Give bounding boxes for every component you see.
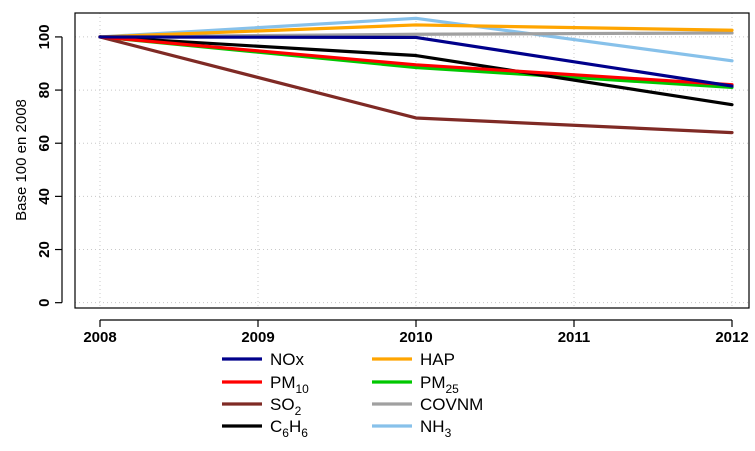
y-tick-label: 0 [36, 299, 53, 307]
x-tick-label: 2012 [715, 329, 748, 346]
series-line [98, 23, 734, 39]
legend-label: PM25 [420, 373, 459, 396]
series-line [98, 35, 734, 107]
legend-label: COVNM [420, 395, 483, 414]
legend-label: C6H6 [270, 417, 308, 440]
legend-label: NH3 [420, 417, 452, 440]
x-tick-label: 2009 [241, 329, 274, 346]
series-line [98, 35, 734, 88]
legend-label: PM10 [270, 373, 309, 396]
y-tick-label: 20 [36, 241, 53, 258]
series-line [98, 16, 734, 63]
series-line [98, 35, 734, 135]
legend-label: SO2 [270, 395, 302, 418]
y-tick-label: 40 [36, 188, 53, 205]
series-layer [98, 16, 734, 135]
y-tick-label: 100 [36, 24, 53, 49]
y-tick-label: 80 [36, 82, 53, 99]
y-axis-label: Base 100 en 2008 [13, 99, 30, 221]
axes: 2008 2009 2010 2011 2012 0 20 40 60 80 100 [36, 24, 749, 346]
y-tick-label: 60 [36, 135, 53, 152]
legend-label: NOx [270, 350, 305, 369]
series-line [98, 35, 734, 87]
x-tick-label: 2008 [83, 329, 116, 346]
x-tick-label: 2010 [399, 329, 432, 346]
legend-label: HAP [420, 350, 455, 369]
x-tick-label: 2011 [558, 329, 591, 346]
plot-frame [74, 12, 750, 309]
